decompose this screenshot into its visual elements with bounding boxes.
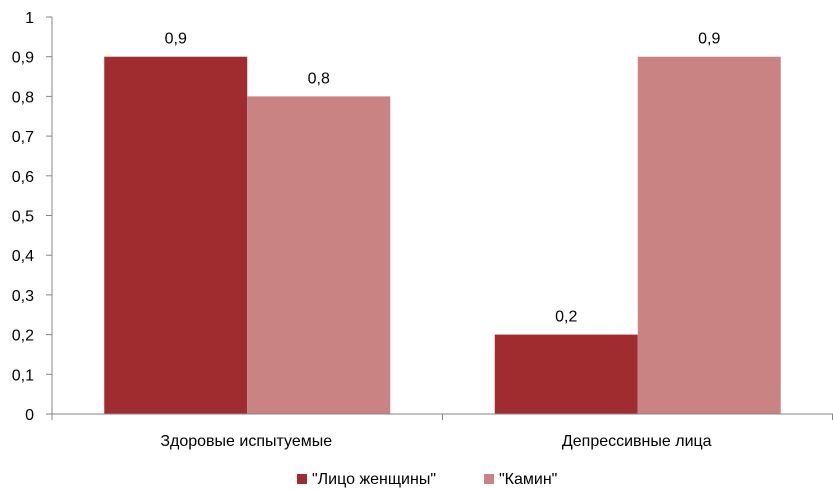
x-category-label: Депрессивные лица xyxy=(562,433,712,450)
legend[interactable]: "Лицо женщины" "Камин" xyxy=(297,471,557,488)
legend-label: "Камин" xyxy=(499,471,557,488)
x-category-label: Здоровые испытуемые xyxy=(160,433,332,450)
y-tick-label: 0 xyxy=(25,407,34,424)
legend-swatch xyxy=(297,474,307,484)
bar[interactable] xyxy=(247,96,391,415)
legend-item[interactable]: "Лицо женщины" xyxy=(297,471,436,488)
y-tick-label: 1 xyxy=(25,10,34,27)
bar[interactable] xyxy=(637,56,781,414)
y-tick-label: 0,5 xyxy=(12,209,34,226)
category-labels: Здоровые испытуемые Депрессивные лица xyxy=(160,433,711,450)
y-tick-label: 0,1 xyxy=(12,367,34,384)
y-axis-ticks: 0 0,1 0,2 0,3 0,4 0,5 0,6 0,7 0,8 0,9 1 xyxy=(12,10,52,424)
y-tick-label: 0,2 xyxy=(12,328,34,345)
y-tick-label: 0,9 xyxy=(12,50,34,67)
y-tick-label: 0,7 xyxy=(12,129,34,146)
data-label: 0,9 xyxy=(698,31,720,48)
data-label: 0,8 xyxy=(308,70,330,87)
legend-swatch xyxy=(484,474,494,484)
bars xyxy=(104,56,781,415)
y-tick-label: 0,6 xyxy=(12,169,34,186)
y-tick-label: 0,4 xyxy=(12,248,34,265)
data-labels: 0,9 0,8 0,2 0,9 xyxy=(165,31,721,326)
data-label: 0,9 xyxy=(165,31,187,48)
bar[interactable] xyxy=(494,334,638,414)
y-tick-label: 0,8 xyxy=(12,89,34,106)
legend-label: "Лицо женщины" xyxy=(312,471,436,488)
x-axis-ticks xyxy=(51,414,833,420)
data-label: 0,2 xyxy=(555,309,577,326)
y-tick-label: 0,3 xyxy=(12,288,34,305)
bar[interactable] xyxy=(104,56,248,414)
legend-item[interactable]: "Камин" xyxy=(484,471,557,488)
